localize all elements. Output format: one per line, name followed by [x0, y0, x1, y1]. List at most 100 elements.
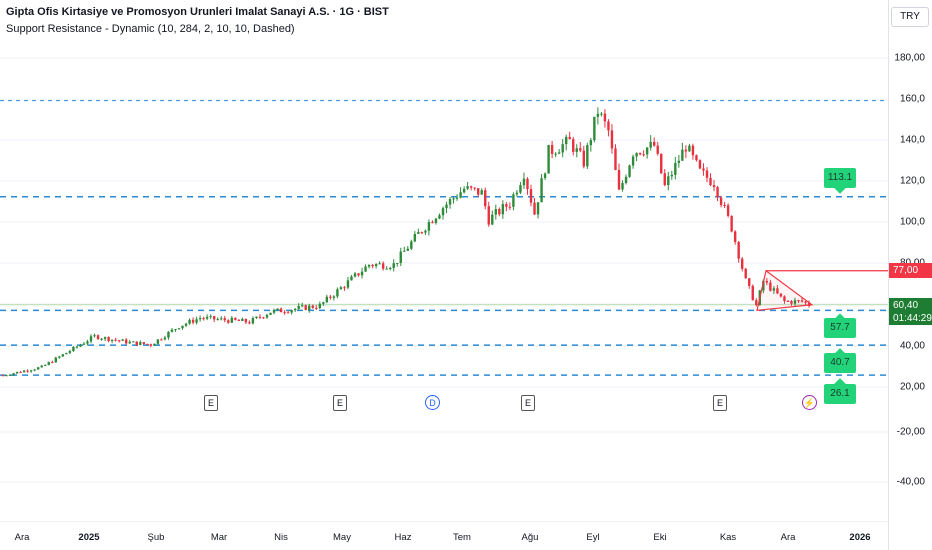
candle-body — [198, 318, 202, 320]
candle-body — [572, 139, 575, 152]
candle-body — [533, 202, 536, 215]
dividend-event-icon[interactable]: D — [425, 395, 440, 410]
candle-body — [413, 233, 417, 242]
candle-body — [371, 264, 374, 267]
candle-body — [779, 293, 783, 297]
candle-body — [762, 280, 765, 291]
candle-body — [223, 318, 226, 321]
candle-body — [258, 316, 262, 318]
candle-body — [82, 343, 86, 345]
candle-body — [748, 278, 751, 286]
candle-body — [135, 341, 138, 345]
candle-body — [733, 231, 737, 242]
lightning-event-icon[interactable]: ⚡ — [802, 395, 817, 410]
candle-body — [304, 305, 307, 310]
candle-body — [557, 152, 561, 154]
candle-body — [653, 141, 656, 146]
candle-body — [719, 197, 723, 205]
candle-body — [353, 273, 357, 277]
candle-body — [86, 341, 89, 344]
candle-body — [44, 364, 47, 366]
candle-body — [536, 202, 540, 215]
candle-body — [58, 356, 61, 358]
candle-body — [128, 341, 131, 344]
candle-body — [37, 367, 40, 370]
candle-body — [381, 263, 385, 269]
price-tick: 40,00 — [899, 340, 925, 352]
earnings-event-icon[interactable]: E — [204, 395, 218, 411]
candle-body — [125, 339, 128, 344]
candle-body — [550, 144, 554, 154]
candle-body — [5, 375, 8, 377]
price-axis[interactable]: 180,00 160,0 140,0 120,0 100,0 80,00 40,… — [888, 0, 932, 550]
candle-body — [730, 215, 733, 232]
candle-body — [455, 197, 459, 199]
candle-body — [54, 357, 57, 363]
sr-label: 113.1 — [824, 168, 856, 188]
candle-body — [684, 149, 688, 152]
candle-body — [565, 136, 568, 145]
candle-body — [579, 148, 582, 151]
time-tick: May — [333, 532, 351, 543]
price-tick: 140,0 — [899, 134, 925, 146]
candle-body — [399, 251, 402, 264]
candle-body — [695, 155, 698, 161]
resistance-price-label: 77,00 — [889, 263, 932, 278]
candle-body — [600, 113, 603, 115]
candle-body — [318, 303, 321, 309]
candle-body — [103, 337, 107, 339]
time-tick: Şub — [147, 532, 165, 543]
candle-body — [167, 331, 170, 338]
candle-body — [593, 116, 596, 141]
candle-body — [624, 176, 628, 183]
candle-body — [452, 198, 455, 200]
candle-body — [100, 338, 103, 340]
candle-body — [674, 162, 677, 175]
candle-body — [51, 362, 54, 364]
candle-body — [89, 336, 93, 342]
candle-body — [79, 344, 82, 347]
candle-body — [491, 214, 494, 225]
candle-body — [797, 300, 800, 302]
earnings-event-icon[interactable]: E — [521, 395, 535, 411]
candle-body — [244, 318, 248, 323]
candle-body — [367, 264, 371, 267]
candle-body — [702, 168, 705, 171]
candle-body — [241, 318, 244, 321]
price-tick: 20,00 — [899, 381, 925, 393]
earnings-event-icon[interactable]: E — [713, 395, 727, 411]
candle-body — [617, 169, 621, 190]
candle-body — [156, 339, 160, 344]
candle-body — [543, 173, 547, 179]
candle-body — [205, 316, 209, 319]
candle-body — [265, 314, 269, 318]
time-tick: Eki — [653, 532, 667, 543]
price-tick: -40,00 — [896, 476, 925, 488]
candle-body — [378, 263, 381, 265]
candle-body — [603, 113, 607, 122]
last-price-label: 60,40 01:44:29 — [889, 298, 932, 325]
earnings-event-icon[interactable]: E — [333, 395, 347, 411]
time-tick: Nis — [274, 532, 288, 543]
time-tick: 2025 — [78, 532, 100, 543]
candle-body — [709, 177, 712, 186]
time-tick: Kas — [719, 532, 737, 543]
candle-body — [642, 154, 645, 156]
price-tick: 180,00 — [894, 52, 925, 64]
price-chart[interactable] — [0, 0, 888, 522]
candle-body — [515, 192, 519, 195]
time-tick: Haz — [394, 532, 412, 543]
candle-body — [132, 341, 135, 343]
time-tick: Ara — [14, 532, 30, 543]
indicator-label[interactable]: Support Resistance - Dynamic (10, 284, 2… — [6, 23, 295, 35]
candle-body — [660, 153, 663, 174]
currency-button[interactable]: TRY — [891, 7, 929, 27]
candle-body — [667, 176, 670, 186]
candle-body — [110, 339, 114, 342]
candle-body — [364, 266, 367, 272]
candle-body — [807, 302, 811, 307]
candle-body — [255, 316, 258, 319]
candle-body — [607, 121, 610, 131]
candle-body — [424, 230, 427, 233]
candle-body — [311, 305, 314, 308]
